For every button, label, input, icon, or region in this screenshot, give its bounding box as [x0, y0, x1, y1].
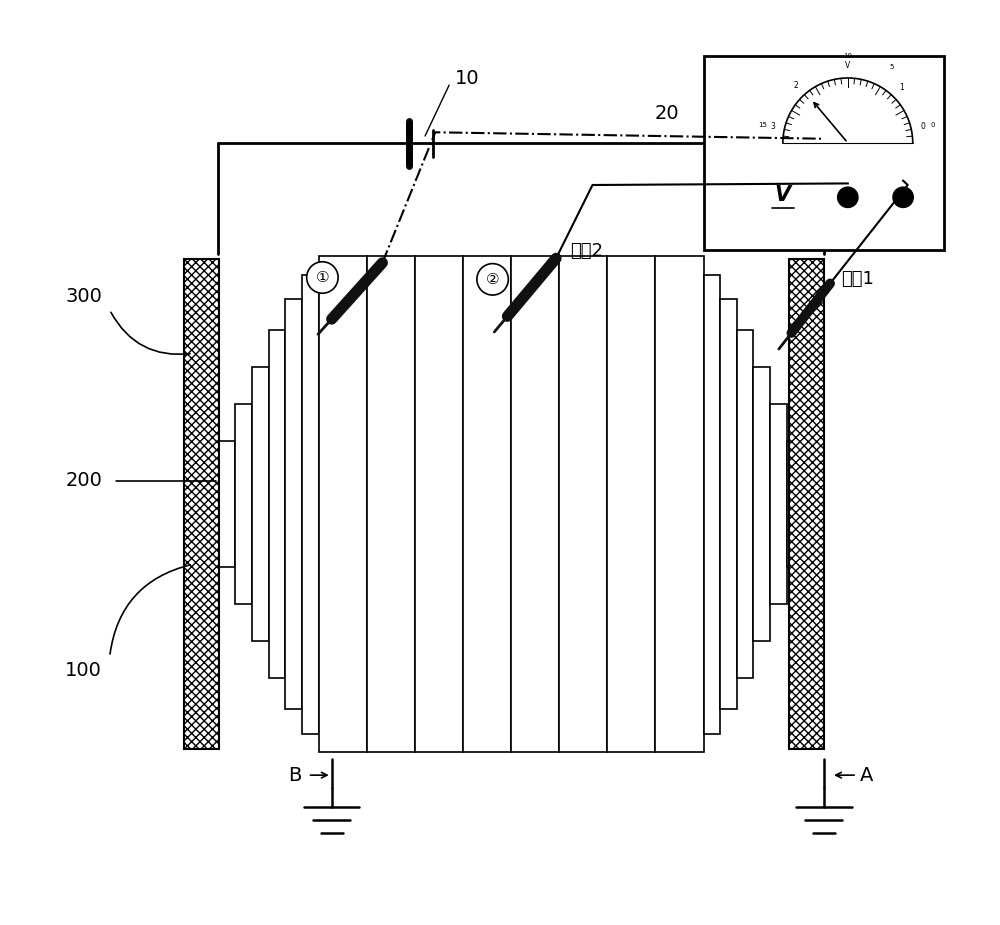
Bar [235, 404, 252, 604]
Text: A: A [860, 766, 873, 784]
Text: ①: ① [316, 270, 329, 285]
Text: 5: 5 [889, 65, 894, 70]
Bar [367, 256, 415, 752]
Circle shape [893, 187, 913, 207]
Circle shape [307, 262, 338, 293]
Text: 3: 3 [770, 122, 775, 131]
Text: 200: 200 [65, 472, 102, 490]
Bar [737, 330, 753, 678]
Bar [269, 330, 285, 678]
Bar [302, 275, 319, 734]
Bar [219, 441, 235, 567]
Bar [415, 256, 463, 752]
Bar [285, 299, 302, 709]
Text: B: B [288, 766, 301, 784]
Text: 0: 0 [921, 122, 926, 131]
Bar [704, 275, 720, 734]
Bar [559, 256, 607, 752]
Bar [789, 259, 824, 749]
Text: 100: 100 [65, 661, 102, 680]
Bar [655, 256, 704, 752]
Text: 0: 0 [931, 122, 935, 128]
Text: 表笱1: 表笱1 [841, 270, 874, 288]
Bar [252, 367, 269, 641]
Text: V: V [775, 185, 791, 205]
Text: V: V [845, 61, 850, 70]
Bar [704, 56, 944, 250]
Circle shape [838, 187, 858, 207]
Text: 表笱2: 表笱2 [570, 241, 603, 260]
Text: 300: 300 [65, 287, 102, 305]
Text: ②: ② [486, 272, 499, 287]
Bar [753, 367, 770, 641]
Circle shape [477, 264, 508, 295]
Text: 20: 20 [654, 105, 679, 123]
Bar [184, 259, 219, 749]
Bar [463, 256, 511, 752]
Text: 10: 10 [455, 69, 480, 88]
Bar [720, 299, 737, 709]
Bar [511, 256, 559, 752]
Bar [787, 441, 803, 567]
Text: 15: 15 [758, 122, 767, 128]
Bar [770, 404, 787, 604]
Bar [607, 256, 655, 752]
Text: 10: 10 [843, 53, 852, 59]
Text: 2: 2 [794, 81, 799, 91]
Bar [319, 256, 367, 752]
Text: 1: 1 [899, 83, 904, 93]
